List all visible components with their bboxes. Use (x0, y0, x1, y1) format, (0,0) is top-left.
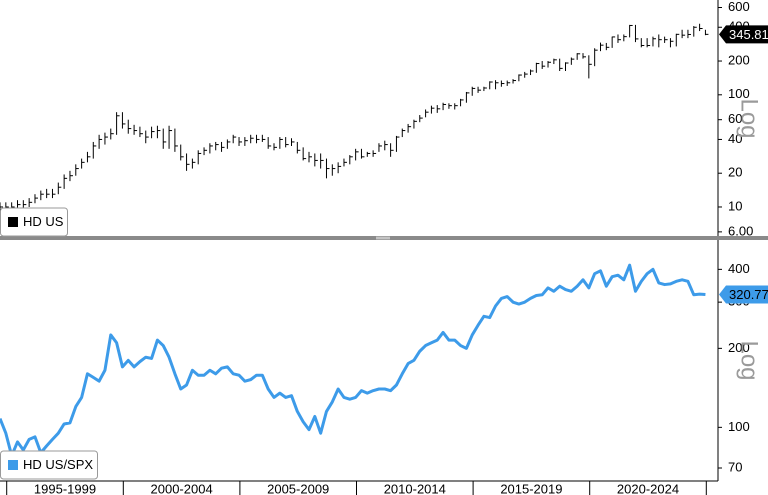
legend-label: HD US/SPX (23, 457, 93, 472)
legend-swatch (8, 460, 18, 470)
legend-box (0, 450, 98, 480)
x-tick-label: 2005-2009 (267, 481, 329, 495)
legend-label: HD US (23, 214, 64, 229)
y-tick-label: 100 (728, 86, 750, 101)
y-tick-label: 600 (728, 0, 750, 14)
last-value-label: 320.77 (729, 287, 768, 302)
y-tick-label: 200 (728, 52, 750, 67)
panel-divider[interactable] (0, 236, 768, 240)
y-tick-label: 70 (728, 459, 742, 474)
y-tick-label: 20 (728, 165, 742, 180)
y-tick-label: 60 (728, 111, 742, 126)
y-tick-label: 200 (728, 340, 750, 355)
scale-label: Log (736, 340, 763, 380)
legend-swatch (8, 217, 18, 227)
y-tick-label: 40 (728, 131, 742, 146)
x-tick-label: 2000-2004 (151, 481, 213, 495)
last-value-box (719, 285, 768, 304)
last-value-label: 345.81 (729, 27, 768, 42)
line-series (0, 263, 706, 458)
y-tick-label: 6.00 (728, 223, 753, 238)
y-tick-label: 100 (728, 419, 750, 434)
legend: HD US/SPX (0, 450, 98, 480)
x-tick-label: 2015-2019 (500, 481, 562, 495)
y-tick-label: 400 (728, 261, 750, 276)
legend-box (0, 207, 68, 237)
x-tick-label: 2010-2014 (384, 481, 446, 495)
legend: HD US (0, 207, 68, 237)
x-tick-label: 1995-1999 (34, 481, 96, 495)
scale-label: Log (736, 98, 763, 138)
x-tick-label: 2020-2024 (617, 481, 679, 495)
last-value-box (719, 25, 768, 44)
y-tick-label: 10 (728, 198, 742, 213)
